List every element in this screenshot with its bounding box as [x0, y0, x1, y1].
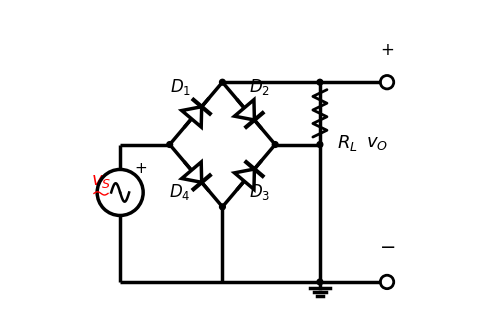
Polygon shape: [235, 169, 254, 189]
Text: $v_O$: $v_O$: [367, 134, 388, 152]
Polygon shape: [235, 100, 254, 120]
Text: $D_1$: $D_1$: [170, 77, 191, 97]
Circle shape: [317, 142, 323, 147]
Circle shape: [272, 142, 278, 147]
Polygon shape: [182, 162, 202, 182]
Circle shape: [220, 79, 225, 85]
Text: $-$: $-$: [379, 236, 395, 255]
Text: $D_2$: $D_2$: [248, 77, 270, 97]
Circle shape: [317, 279, 323, 285]
Text: $D_4$: $D_4$: [169, 182, 190, 203]
Polygon shape: [182, 107, 202, 127]
Circle shape: [167, 142, 173, 147]
Text: $+$: $+$: [134, 161, 147, 176]
Text: $+$: $+$: [380, 41, 394, 59]
Text: $D_3$: $D_3$: [248, 182, 270, 203]
Text: $v_S$: $v_S$: [91, 172, 111, 190]
Circle shape: [317, 79, 323, 85]
Text: $R_L$: $R_L$: [337, 133, 358, 153]
Circle shape: [220, 204, 225, 210]
